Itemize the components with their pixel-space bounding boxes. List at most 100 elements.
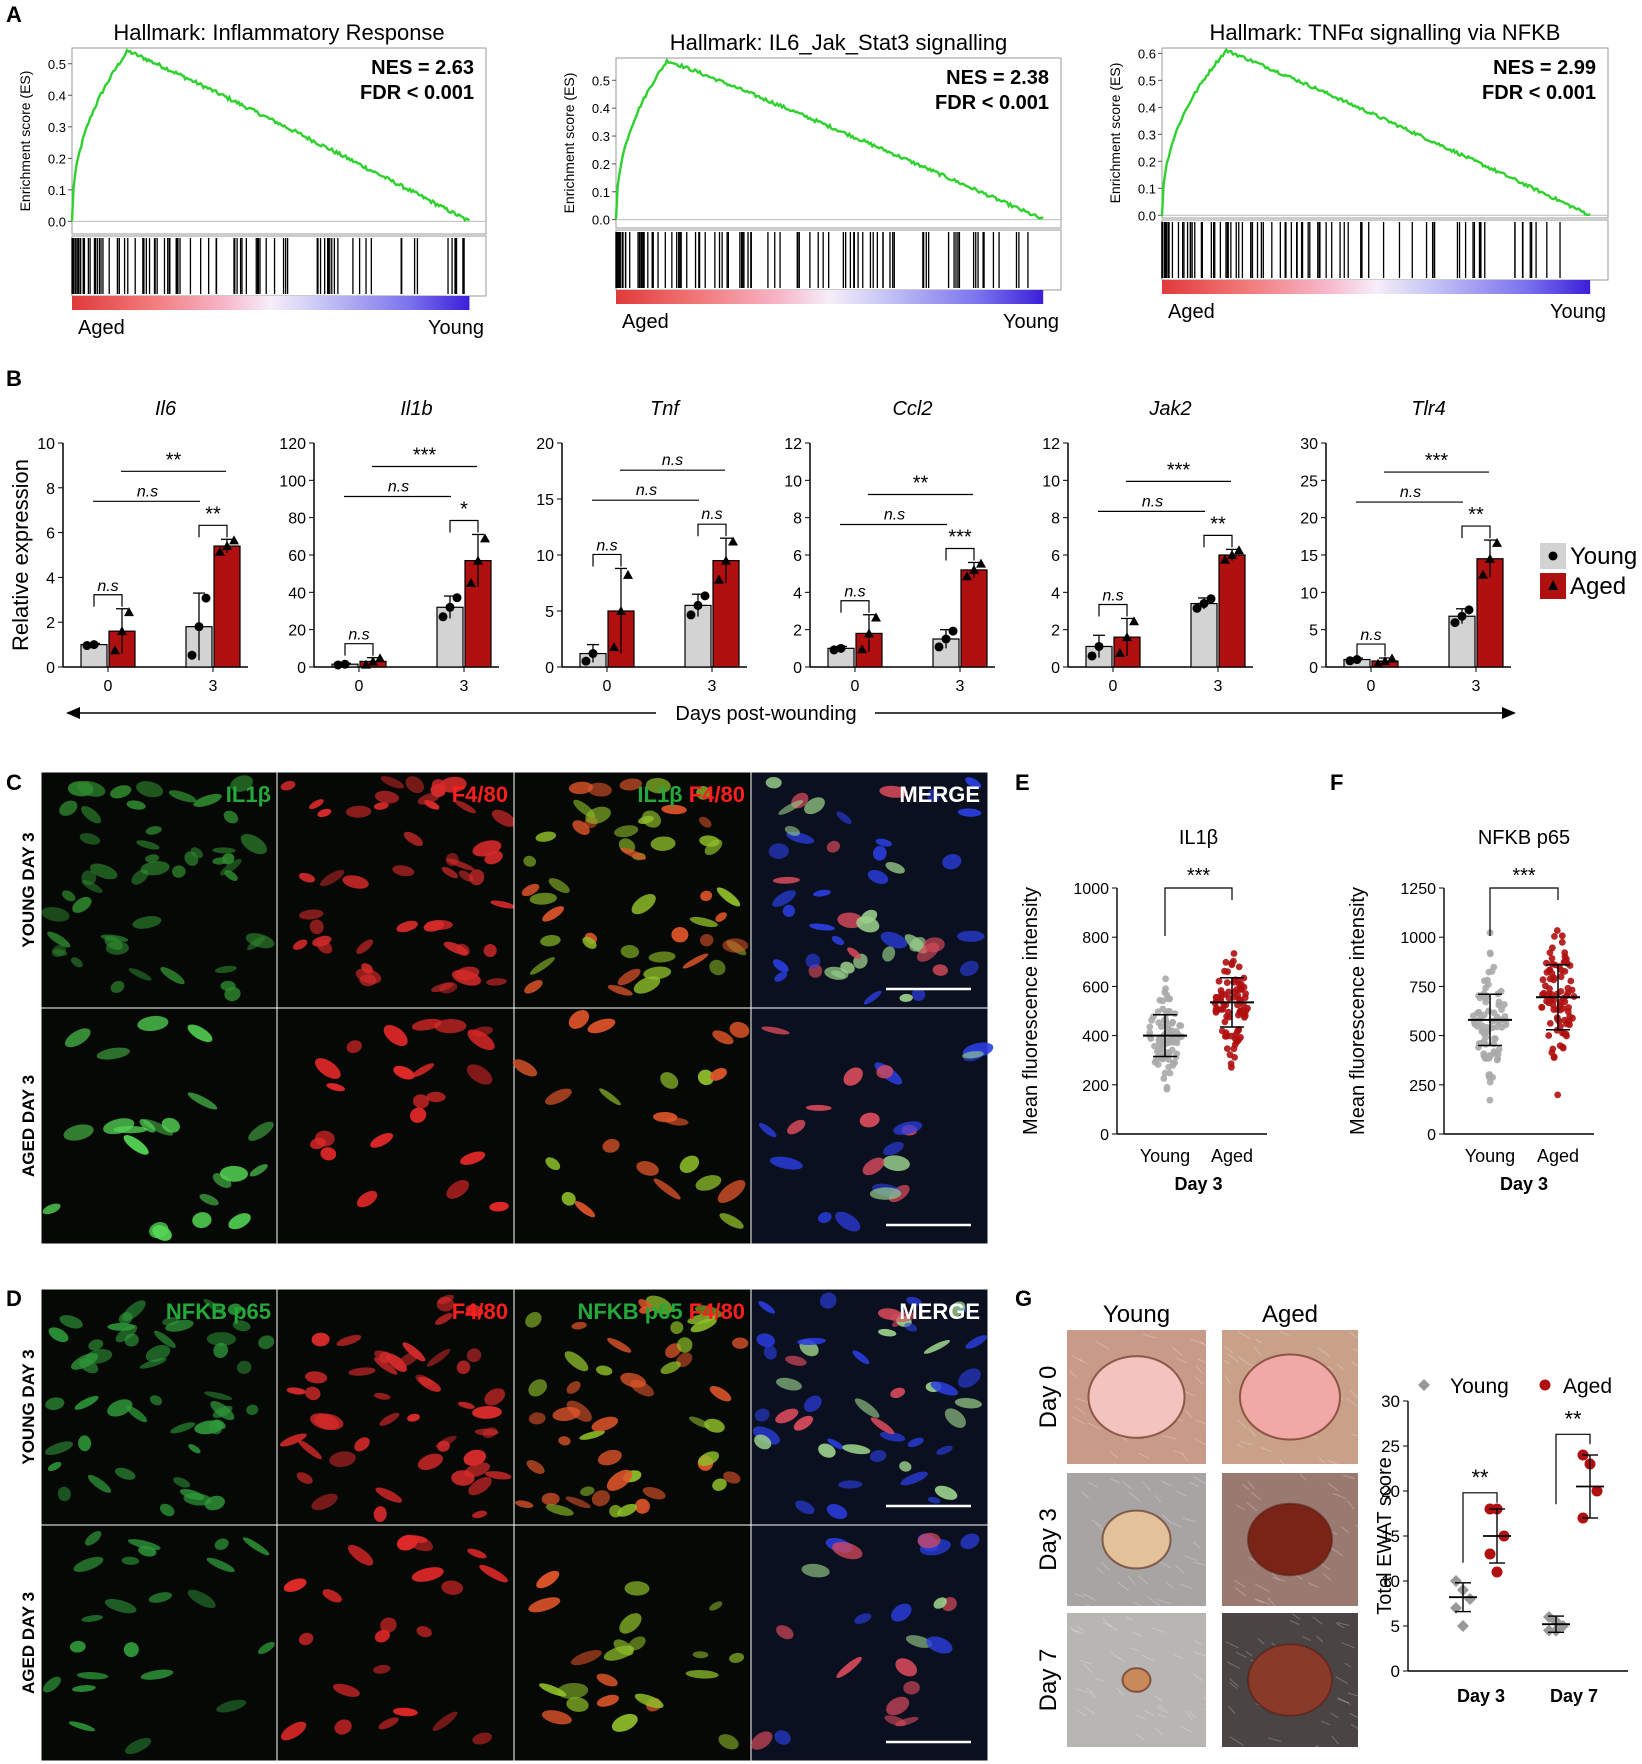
qpcr-sig-aged-long: **: [913, 472, 929, 494]
wound-photo-fur: [1345, 1397, 1358, 1407]
micro-cell: [212, 1173, 232, 1188]
micro-cell: [886, 1696, 910, 1716]
micro-cell: [772, 959, 789, 973]
qpcr-point-aged: [473, 555, 483, 565]
micro-cell: [957, 930, 985, 942]
scatter-point-aged: [1543, 969, 1551, 976]
micro-cell: [491, 809, 516, 827]
micro-cell: [962, 1051, 984, 1059]
wound-photo-fur: [1234, 1587, 1247, 1597]
micro-cell: [72, 1685, 96, 1692]
micro-cell: [411, 1567, 444, 1582]
qpcr-ytick-label: 12: [784, 436, 802, 453]
micro-cell: [863, 990, 882, 1005]
scatter-point-aged: [1237, 1007, 1244, 1015]
wound-photo-fur: [1117, 1581, 1129, 1591]
micro-cell: [426, 1091, 446, 1103]
wound-photo-fur: [1337, 1698, 1350, 1704]
qpcr-ytick-label: 6: [793, 548, 802, 565]
micro-cell: [542, 906, 564, 922]
micro-cell: [927, 1496, 941, 1504]
wound-col-label: Aged: [1262, 1301, 1318, 1328]
micro-cell: [168, 790, 197, 803]
gsea-ytick-label: 0.0: [1138, 208, 1156, 223]
wound-photo-fur: [1349, 1712, 1362, 1720]
wound-photo-fur: [1182, 1517, 1196, 1523]
micro-cell: [486, 978, 507, 986]
micro-cell: [891, 1603, 912, 1622]
qpcr-gene-title: Tnf: [650, 398, 681, 420]
micro-cell: [110, 785, 132, 799]
qpcr-ytick-label: 20: [288, 623, 306, 640]
qpcr-point-young: [82, 641, 92, 651]
micro-cell: [468, 1476, 492, 1496]
qpcr-sig-d0: n.s: [348, 627, 369, 644]
scatter-point-aged: [1223, 1032, 1231, 1040]
micro-cell: [776, 1625, 794, 1640]
qpcr-sig-young-long: n.s: [1142, 493, 1163, 510]
qpcr-ytick-label: 20: [1300, 511, 1318, 528]
gsea-enrichment-curve: [70, 48, 471, 223]
micro-cell: [78, 1435, 92, 1452]
wound-photo-fur: [1157, 1560, 1172, 1569]
wound-photo-fur: [1193, 1476, 1207, 1485]
micro-cell: [754, 1434, 772, 1450]
micro-cell: [653, 1178, 681, 1200]
micro-cell: [729, 1652, 745, 1663]
micro-cell: [836, 1656, 862, 1678]
wound-photo-fur: [1235, 1504, 1246, 1510]
micro-cell: [162, 1317, 180, 1326]
wound-photo-fur: [1237, 1419, 1247, 1429]
scatter-point-young: [1156, 996, 1164, 1004]
micro-cell: [392, 865, 415, 877]
scatter-point-aged: [1566, 1013, 1574, 1020]
micro-header-overlay-red: F4/80: [689, 1299, 745, 1324]
micro-cell: [47, 931, 71, 948]
micro-cell: [153, 1330, 176, 1348]
wound-photo-fur: [1153, 1494, 1162, 1503]
micro-cell: [710, 1068, 727, 1081]
wound-photo-fur: [1307, 1582, 1320, 1589]
wound-photo-fur: [1228, 1706, 1236, 1714]
micro-cell: [785, 1355, 807, 1366]
wound-area: [1101, 1509, 1172, 1570]
micro-cell: [451, 1470, 475, 1486]
wound-photo-fur: [1239, 1440, 1253, 1446]
micro-cell: [121, 1556, 140, 1565]
micro-cell: [697, 1069, 714, 1086]
micro-green-channel: [40, 1007, 278, 1245]
micro-cell: [712, 1030, 734, 1045]
qpcr-ytick-label: 10: [536, 548, 554, 565]
scatter-point-aged: [1219, 1005, 1227, 1013]
wound-photo-fur: [1229, 1736, 1244, 1746]
gsea-ytick-label: 0.5: [48, 57, 66, 72]
gsea-ytick-label: 0.5: [1138, 73, 1156, 88]
wound-photo-fur: [1070, 1627, 1079, 1633]
micro-cell: [232, 1320, 251, 1332]
gsea-ytick-label: 0.6: [1138, 46, 1156, 61]
micro-cell: [535, 831, 557, 842]
qpcr-ytick-label: 60: [288, 548, 306, 565]
qpcr-point-aged: [110, 645, 120, 655]
gsea-ytick-label: 0.2: [48, 151, 66, 166]
qpcr-point-young: [1199, 599, 1209, 609]
qpcr-sig-d0: n.s: [1102, 587, 1123, 604]
wound-photo-fur: [1255, 1338, 1263, 1344]
qpcr-ytick-label: 40: [288, 585, 306, 602]
micro-cell: [435, 1313, 453, 1325]
ewat-legend-aged-marker: [1539, 1379, 1551, 1391]
wound-photo-fur: [1084, 1603, 1096, 1610]
scatter-point-young: [1485, 981, 1492, 988]
qpcr-day-label: 0: [603, 678, 612, 695]
scatter-ytick-label: 200: [1082, 1078, 1109, 1095]
qpcr-ytick-label: 120: [279, 436, 306, 453]
micro-cell: [813, 889, 831, 897]
scatter-point-young: [1490, 1009, 1498, 1017]
gsea-ylabel: Enrichment score (ES): [17, 71, 33, 212]
micro-cell: [426, 1348, 451, 1367]
gsea-es-frame: [615, 57, 1062, 229]
micro-cell: [194, 1420, 224, 1435]
wound-photo-fur: [1341, 1642, 1355, 1649]
scatter-point-aged: [1558, 932, 1566, 940]
